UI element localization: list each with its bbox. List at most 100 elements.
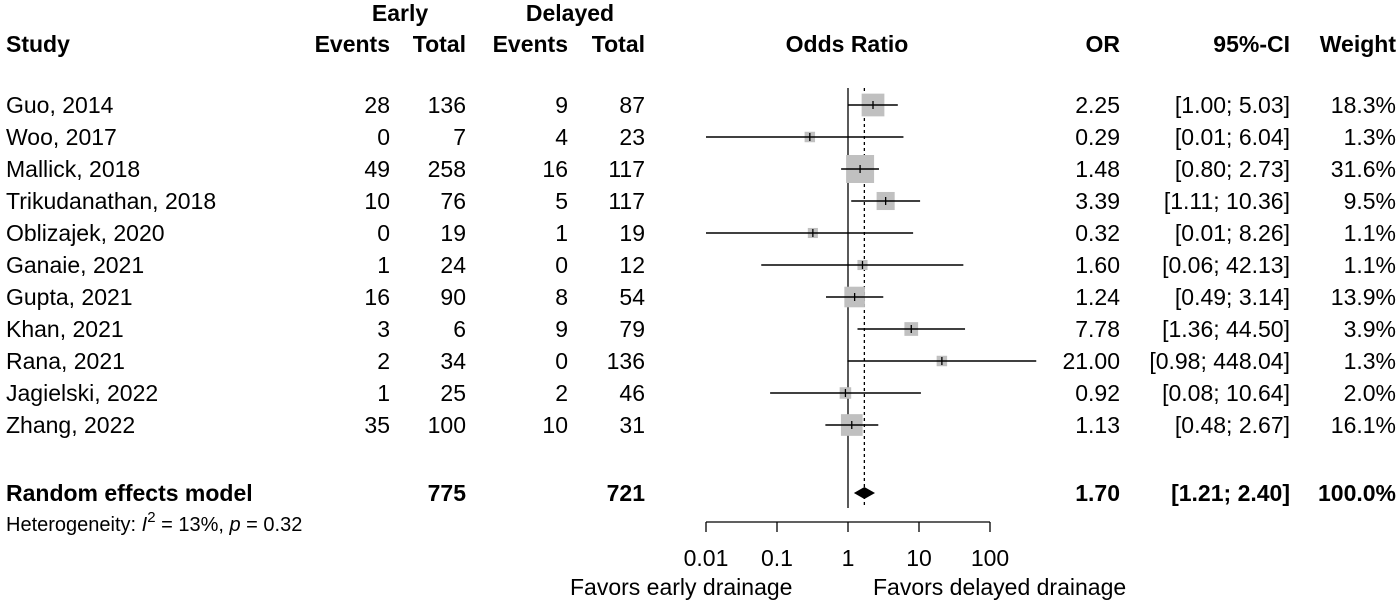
row-ci: [0.01; 8.26]	[1174, 220, 1290, 246]
summary-delayed-total: 721	[606, 480, 645, 506]
row-d-total: 23	[619, 124, 645, 150]
row-study: Woo, 2017	[6, 124, 117, 150]
row-study: Jagielski, 2022	[6, 380, 159, 406]
row-e-total: 258	[427, 156, 466, 182]
row-weight: 16.1%	[1330, 412, 1396, 438]
row-e-total: 76	[440, 188, 466, 214]
row-e-total: 90	[440, 284, 466, 310]
row-study: Mallick, 2018	[6, 156, 141, 182]
x-tick-label: 1	[842, 545, 855, 571]
row-d-events: 10	[542, 412, 568, 438]
row-or: 3.39	[1075, 188, 1120, 214]
row-ci: [1.11; 10.36]	[1163, 188, 1290, 214]
header-odds-ratio: Odds Ratio	[785, 31, 909, 57]
row-ci: [0.06; 42.13]	[1162, 252, 1290, 278]
row-e-events: 10	[364, 188, 390, 214]
row-d-total: 19	[619, 220, 645, 246]
heterogeneity-p: p	[229, 514, 241, 536]
row-study: Zhang, 2022	[6, 412, 136, 438]
row-study: Gupta, 2021	[6, 284, 133, 310]
row-or: 0.29	[1075, 124, 1120, 150]
row-d-events: 16	[542, 156, 568, 182]
heterogeneity-text: Heterogeneity: I2 = 13%, p = 0.32	[6, 510, 303, 536]
row-e-events: 1	[377, 252, 390, 278]
summary-label: Random effects model	[6, 480, 253, 506]
row-e-events: 49	[364, 156, 390, 182]
row-study: Oblizajek, 2020	[6, 220, 165, 246]
heterogeneity-prefix: Heterogeneity:	[6, 514, 142, 536]
heterogeneity-sup: 2	[147, 509, 156, 526]
row-weight: 2.0%	[1343, 380, 1396, 406]
row-weight: 1.1%	[1343, 252, 1396, 278]
row-study: Rana, 2021	[6, 348, 125, 374]
row-study: Guo, 2014	[6, 92, 114, 118]
row-ci: [0.98; 448.04]	[1149, 348, 1290, 374]
row-weight: 18.3%	[1330, 92, 1396, 118]
row-ci: [0.48; 2.67]	[1174, 412, 1290, 438]
row-e-events: 3	[377, 316, 390, 342]
x-tick-label: 0.01	[684, 545, 729, 571]
heterogeneity-end: = 0.32	[240, 514, 303, 536]
row-study: Trikudanathan, 2018	[6, 188, 217, 214]
row-e-events: 35	[364, 412, 390, 438]
header-early-group: Early	[371, 0, 429, 26]
favors-delayed-label: Favors delayed drainage	[873, 574, 1127, 600]
row-d-events: 9	[555, 92, 568, 118]
row-d-events: 0	[555, 252, 568, 278]
row-d-total: 12	[619, 252, 645, 278]
row-or: 0.92	[1075, 380, 1120, 406]
heterogeneity-mid: = 13%,	[155, 514, 230, 536]
header-or: OR	[1085, 31, 1121, 57]
row-e-total: 6	[453, 316, 466, 342]
row-d-events: 1	[555, 220, 568, 246]
header-early-events: Events	[314, 31, 390, 57]
row-e-total: 136	[427, 92, 466, 118]
row-d-events: 8	[555, 284, 568, 310]
row-or: 2.25	[1075, 92, 1120, 118]
heterogeneity-i: I	[141, 514, 148, 536]
x-tick-label: 100	[971, 545, 1009, 571]
row-weight: 9.5%	[1343, 188, 1396, 214]
row-d-total: 117	[608, 156, 645, 182]
row-weight: 13.9%	[1330, 284, 1396, 310]
row-e-events: 1	[377, 380, 390, 406]
header-delayed-group: Delayed	[525, 0, 615, 26]
row-d-events: 0	[555, 348, 568, 374]
row-or: 1.48	[1075, 156, 1120, 182]
x-tick-label: 0.1	[761, 545, 793, 571]
row-weight: 31.6%	[1330, 156, 1396, 182]
row-ci: [0.08; 10.64]	[1162, 380, 1290, 406]
row-e-events: 0	[377, 124, 390, 150]
row-study: Khan, 2021	[6, 316, 124, 342]
row-ci: [0.80; 2.73]	[1174, 156, 1290, 182]
row-study: Ganaie, 2021	[6, 252, 145, 278]
row-d-total: 31	[619, 412, 645, 438]
row-ci: [1.00; 5.03]	[1174, 92, 1290, 118]
row-d-total: 87	[619, 92, 645, 118]
summary-or: 1.70	[1075, 480, 1120, 506]
row-e-total: 100	[427, 412, 466, 438]
row-e-events: 2	[377, 348, 390, 374]
summary-early-total: 775	[427, 480, 466, 506]
row-or: 7.78	[1075, 316, 1120, 342]
header-weight: Weight	[1319, 31, 1396, 57]
row-weight: 1.3%	[1343, 348, 1396, 374]
header-ci: 95%-CI	[1213, 31, 1290, 57]
row-or: 0.32	[1075, 220, 1120, 246]
row-or: 1.60	[1075, 252, 1120, 278]
row-d-total: 117	[608, 188, 645, 214]
row-e-total: 19	[440, 220, 466, 246]
row-e-events: 0	[377, 220, 390, 246]
summary-weight: 100.0%	[1317, 480, 1396, 506]
row-weight: 3.9%	[1343, 316, 1396, 342]
summary-ci: [1.21; 2.40]	[1171, 480, 1290, 506]
row-weight: 1.3%	[1343, 124, 1396, 150]
row-e-total: 7	[453, 124, 466, 150]
row-e-total: 25	[440, 380, 466, 406]
row-ci: [0.49; 3.14]	[1174, 284, 1290, 310]
row-e-total: 24	[440, 252, 466, 278]
row-ci: [0.01; 6.04]	[1174, 124, 1290, 150]
row-or: 21.00	[1062, 348, 1120, 374]
header-delayed-events: Events	[492, 31, 568, 57]
row-or: 1.13	[1075, 412, 1120, 438]
